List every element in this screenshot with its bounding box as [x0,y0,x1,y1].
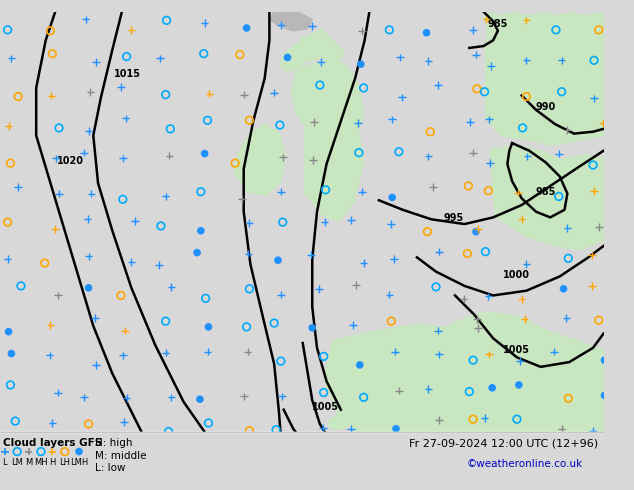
Text: M: M [25,458,32,467]
Text: 1005: 1005 [503,344,529,355]
Circle shape [600,392,608,399]
Circle shape [274,256,281,264]
Polygon shape [304,110,364,221]
Circle shape [600,356,608,364]
Circle shape [243,24,250,32]
Circle shape [356,361,364,369]
Polygon shape [490,145,604,250]
Text: ©weatheronline.co.uk: ©weatheronline.co.uk [467,459,583,469]
Circle shape [515,381,522,389]
Text: M: middle: M: middle [95,451,146,461]
Text: 1020: 1020 [57,156,84,166]
Circle shape [193,249,201,256]
Text: LH: LH [59,458,70,467]
Ellipse shape [328,417,349,429]
Text: H: H [49,458,56,467]
Circle shape [201,150,209,157]
Text: 985: 985 [536,188,556,197]
Polygon shape [324,324,604,478]
Text: 1015: 1015 [114,69,141,78]
Circle shape [488,384,496,392]
Text: L: L [3,458,7,467]
Text: LM: LM [11,458,23,467]
Circle shape [8,350,15,357]
Polygon shape [269,12,312,31]
Circle shape [308,324,316,332]
Circle shape [85,284,93,292]
Ellipse shape [508,437,524,447]
Circle shape [423,29,430,37]
Circle shape [75,448,83,455]
Bar [0,432,604,478]
Circle shape [392,425,400,433]
Polygon shape [486,12,604,98]
Circle shape [283,54,291,61]
Polygon shape [280,29,345,71]
Circle shape [205,323,212,331]
Polygon shape [486,36,604,145]
Text: 1000: 1000 [503,270,529,280]
Circle shape [197,227,205,235]
Text: H: high: H: high [95,438,133,448]
Text: MH: MH [34,458,48,467]
Circle shape [389,194,396,201]
Polygon shape [419,312,604,478]
Polygon shape [291,57,364,154]
Polygon shape [234,124,285,196]
Text: 985: 985 [488,19,508,29]
Circle shape [196,395,204,403]
Text: 1010: 1010 [320,454,347,464]
Text: 990: 990 [536,102,556,112]
Text: LMH: LMH [70,458,88,467]
Circle shape [472,228,480,236]
Circle shape [357,60,365,68]
Text: Cloud layers GFS: Cloud layers GFS [3,438,102,448]
Text: Fr 27-09-2024 12:00 UTC (12+96): Fr 27-09-2024 12:00 UTC (12+96) [410,438,598,448]
Text: 995: 995 [444,213,464,223]
Text: 1005: 1005 [312,402,339,412]
Circle shape [560,285,567,293]
Circle shape [5,328,13,336]
Text: L: low: L: low [95,463,126,473]
